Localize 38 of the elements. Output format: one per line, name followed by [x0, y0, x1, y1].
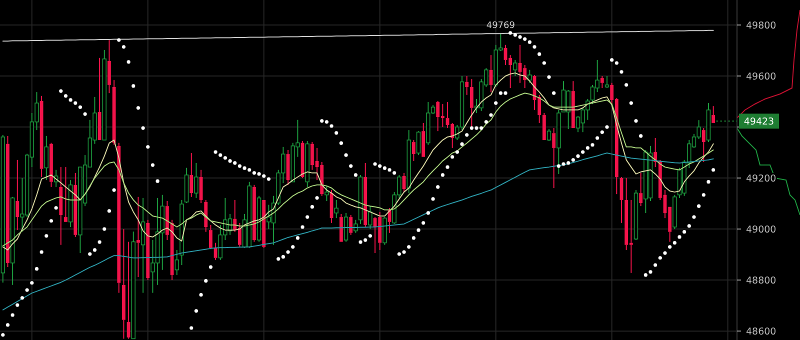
- candlestick: [412, 140, 416, 162]
- candlestick: [174, 249, 179, 276]
- candlestick: [16, 159, 20, 231]
- candlestick: [68, 180, 73, 228]
- y-tick-label: 49800: [746, 20, 776, 32]
- candlestick: [117, 142, 121, 294]
- candlestick: [136, 196, 140, 278]
- candlestick: [44, 135, 48, 181]
- candlestick: [639, 172, 643, 207]
- candlestick: [59, 166, 63, 246]
- candlestick: [40, 95, 44, 178]
- candlestick: [702, 128, 706, 162]
- candlestick: [108, 40, 111, 94]
- candlestick: [190, 152, 194, 198]
- y-tick-label: 49600: [746, 71, 776, 82]
- candlestick: [305, 140, 310, 188]
- candlestick: [204, 199, 208, 232]
- candlestick: [552, 128, 556, 188]
- candlestick: [6, 135, 10, 268]
- y-tick-label: 48800: [746, 275, 776, 286]
- candlestick: [349, 214, 353, 236]
- candlestick: [334, 199, 338, 219]
- candlestick: [194, 162, 198, 198]
- candlestick: [146, 219, 150, 281]
- candlestick: [600, 76, 604, 88]
- ref-line-label: 49423: [744, 116, 774, 128]
- candlestick: [406, 130, 411, 194]
- y-tick-label: 48600: [746, 326, 776, 338]
- candlestick: [122, 228, 126, 340]
- annotation: 49769: [486, 20, 516, 31]
- candlestick: [50, 142, 53, 188]
- candlestick: [74, 172, 78, 238]
- candlestick: [252, 184, 256, 242]
- y-tick-label: 49200: [746, 173, 776, 184]
- y-tick-label: 49000: [746, 224, 776, 236]
- candlestick: [112, 80, 116, 146]
- line-series: [2, 30, 714, 42]
- candlestick: [465, 76, 469, 96]
